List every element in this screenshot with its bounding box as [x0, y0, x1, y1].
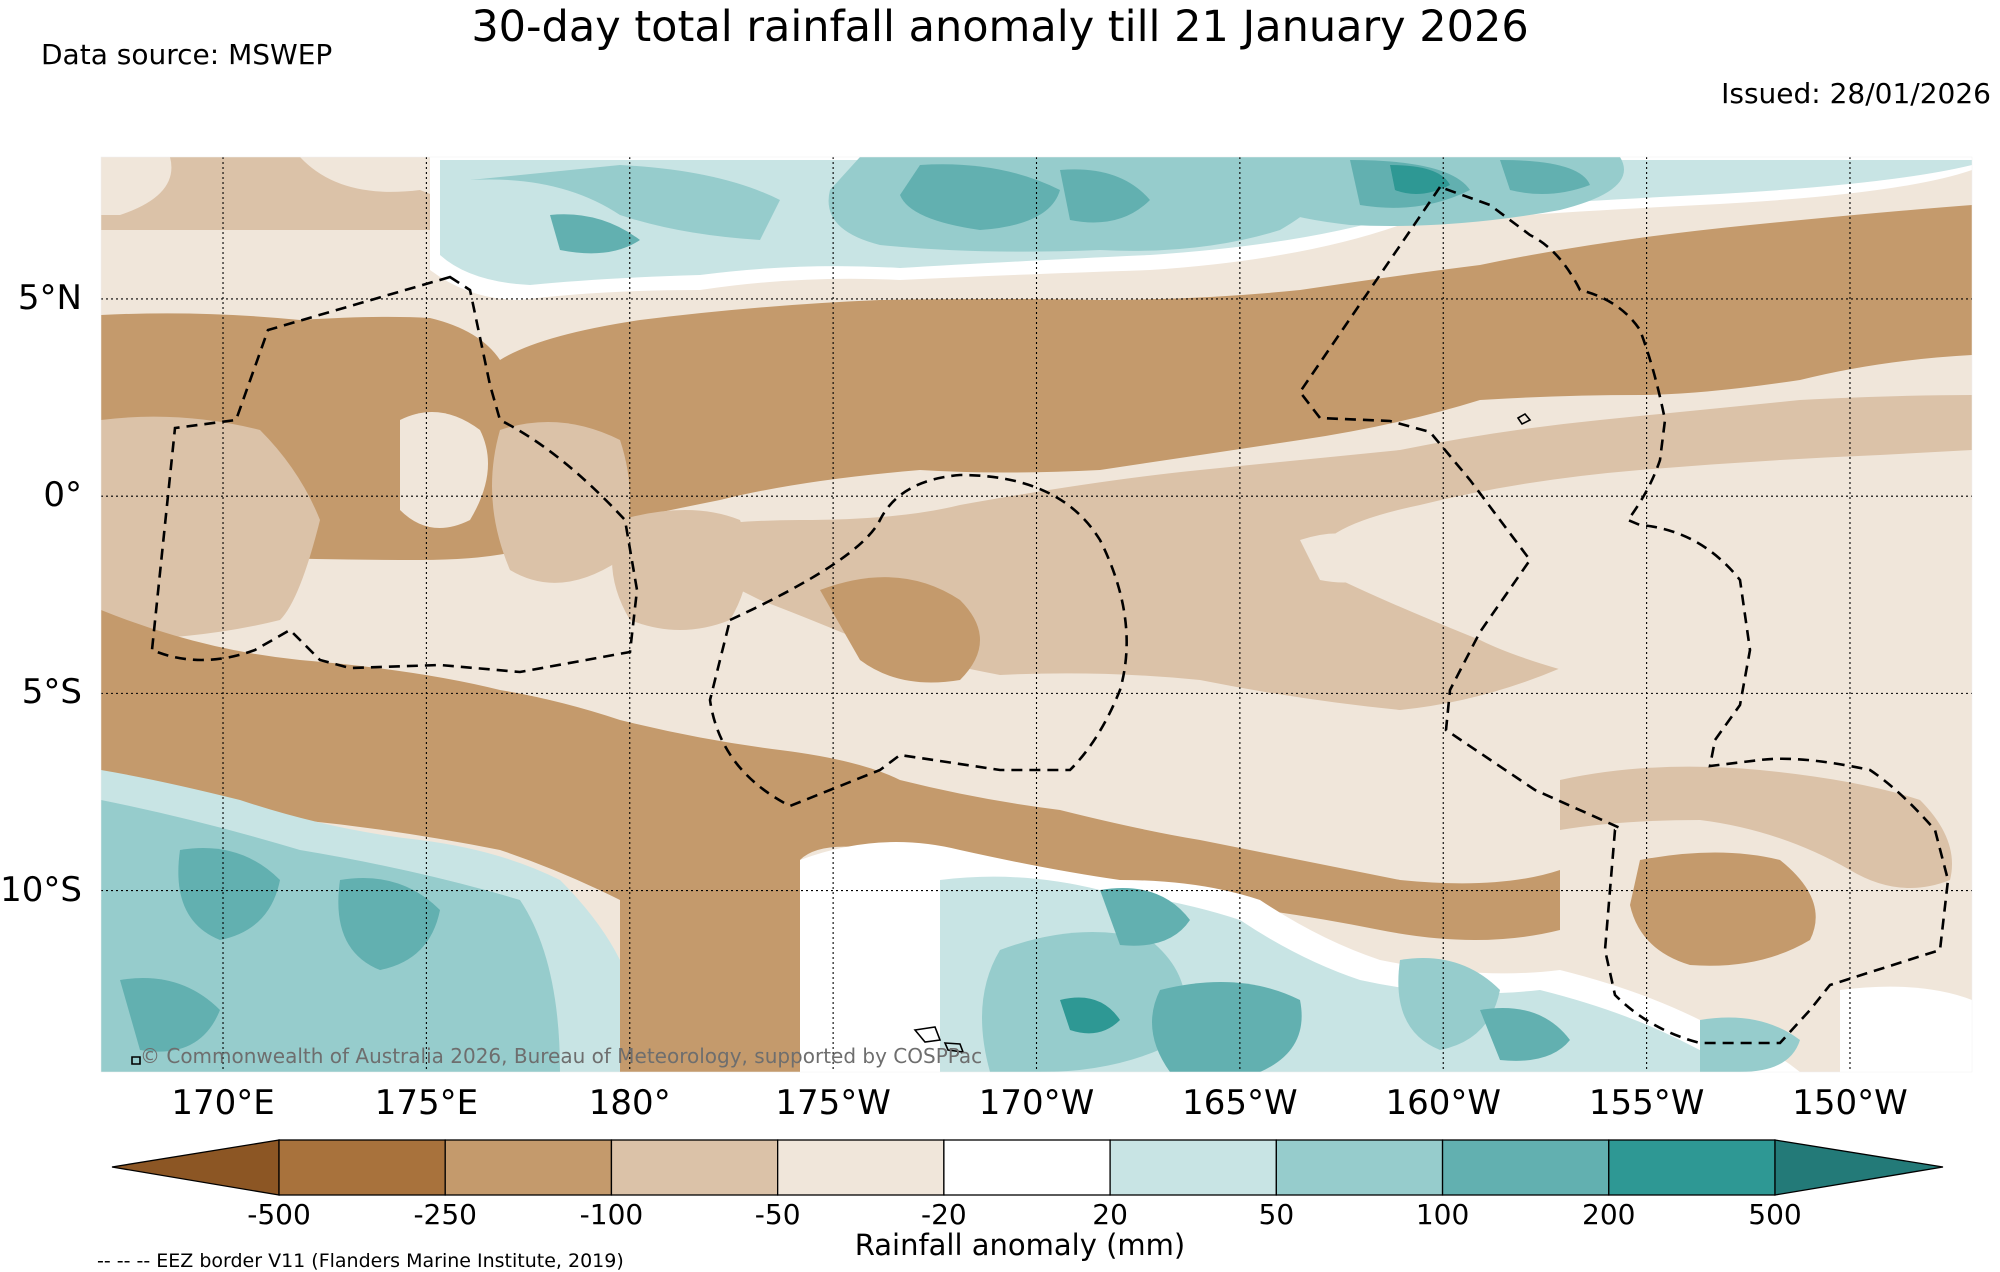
sw-wet-strong-3	[120, 978, 220, 1052]
islands	[131, 412, 1532, 1065]
colorbar-tick-5: 20	[1092, 1198, 1128, 1231]
map-frame	[100, 156, 1973, 1073]
eez-border-line-islands	[1298, 185, 1950, 1045]
se-moderate-dry	[1560, 766, 1952, 888]
wet-very-strong-1	[1390, 165, 1450, 194]
south-strong-dry-tongue	[101, 610, 1560, 1072]
lat-tick-label-1: 0°	[43, 475, 82, 516]
west-moderate-dry	[101, 416, 320, 640]
colorbar-tick-3: -50	[754, 1198, 801, 1231]
se-strong-dry-patch	[1630, 852, 1816, 966]
island-samoa-1	[913, 1026, 942, 1043]
map-plot-area	[101, 157, 1972, 1072]
lat-tick-label-2: 5°S	[21, 672, 82, 713]
colorbar-label: Rainfall anomaly (mm)	[854, 1228, 1186, 1262]
island-samoa-2	[943, 1042, 965, 1053]
lat-tick-label-3: 10°S	[0, 869, 82, 910]
colorbar-tick-0: -500	[247, 1198, 311, 1231]
island-kiritimati	[1516, 412, 1532, 426]
colorbar-tick-8: 200	[1582, 1198, 1636, 1231]
colorbar-segment-8	[1608, 1139, 1776, 1196]
sw-wet-strong-1	[178, 848, 280, 940]
east-weak-dry-islet	[1300, 533, 1400, 583]
colorbar-segment-1	[444, 1139, 613, 1196]
colorbar-tick-6: 50	[1258, 1198, 1295, 1231]
colorbar-segment-7	[1441, 1139, 1610, 1196]
colorbar-tick-4: -20	[921, 1198, 967, 1231]
colorbar-segment-4	[943, 1139, 1111, 1196]
wet-strong-2	[1060, 169, 1150, 223]
issued-date-label: Issued: 28/01/2026	[1721, 77, 1991, 110]
colorbar-segments	[278, 1139, 1776, 1196]
colorbar-extend-low	[111, 1139, 280, 1196]
eez-border-kiribati-gilberts	[150, 275, 639, 674]
colorbar-tick-9: 500	[1748, 1198, 1802, 1231]
se-neutral-corner	[1840, 986, 1972, 1072]
lon-tick-label-2: 180°	[588, 1083, 671, 1123]
west-weak-dry-islet	[400, 412, 488, 528]
wet-strong-1	[900, 164, 1060, 230]
wet-strong-5	[550, 214, 640, 254]
lat-tick-label-0: 5°N	[17, 277, 82, 318]
colorbar-tick-7: 100	[1415, 1198, 1470, 1231]
lon-tick-label-3: 175°W	[775, 1083, 891, 1123]
nw-weak-dry	[101, 157, 172, 215]
south-wet-strong-1	[1100, 888, 1190, 946]
wet-patch-1	[470, 165, 780, 240]
colorbar-tick-2: -100	[579, 1198, 644, 1231]
east-weak-dry	[1317, 450, 1972, 880]
lon-tick-label-8: 150°W	[1792, 1083, 1908, 1123]
lon-tick-label-0: 170°E	[171, 1083, 275, 1123]
colorbar-segment-5	[1109, 1139, 1277, 1196]
south-wet-strong-2	[1152, 982, 1302, 1072]
moderate-dry-patch-a	[492, 422, 630, 583]
colorbar-segment-0	[278, 1139, 446, 1196]
graticule	[101, 157, 1972, 1072]
colorbar-tick-1: -250	[413, 1198, 477, 1231]
sw-wet-strong-2	[338, 878, 440, 970]
colorbar	[111, 1139, 1944, 1196]
eez-border-tokelau	[708, 473, 1128, 808]
colorbar-extend-high	[1774, 1139, 1944, 1196]
south-wet-moderate-3	[1700, 1017, 1800, 1072]
lon-tick-label-5: 165°W	[1182, 1083, 1298, 1123]
eez-legend-note: -- -- -- EEZ border V11 (Flanders Marine…	[97, 1250, 624, 1272]
lon-tick-label-6: 160°W	[1385, 1083, 1501, 1123]
colorbar-segment-2	[610, 1139, 779, 1196]
copyright-notice: © Commonwealth of Australia 2026, Bureau…	[140, 1044, 983, 1068]
lon-tick-label-4: 170°W	[978, 1083, 1095, 1123]
central-strong-dry-patch	[820, 577, 980, 683]
island-sw-corner	[131, 1056, 141, 1065]
lon-tick-label-1: 175°E	[374, 1083, 479, 1123]
map-title: 30-day total rainfall anomaly till 21 Ja…	[471, 2, 1529, 52]
nw-moderate-dry	[101, 157, 520, 230]
colorbar-segment-6	[1275, 1139, 1444, 1196]
eez-borders	[150, 185, 1950, 1045]
south-wet-moderate-2	[1398, 958, 1500, 1050]
south-wet-very-strong	[1060, 997, 1120, 1034]
data-source-label: Data source: MSWEP	[41, 38, 333, 71]
colorbar-segment-3	[777, 1139, 945, 1196]
wet-strong-4	[1500, 160, 1590, 194]
lon-tick-label-7: 155°W	[1588, 1083, 1705, 1123]
south-wet-strong-3	[1480, 1008, 1570, 1061]
